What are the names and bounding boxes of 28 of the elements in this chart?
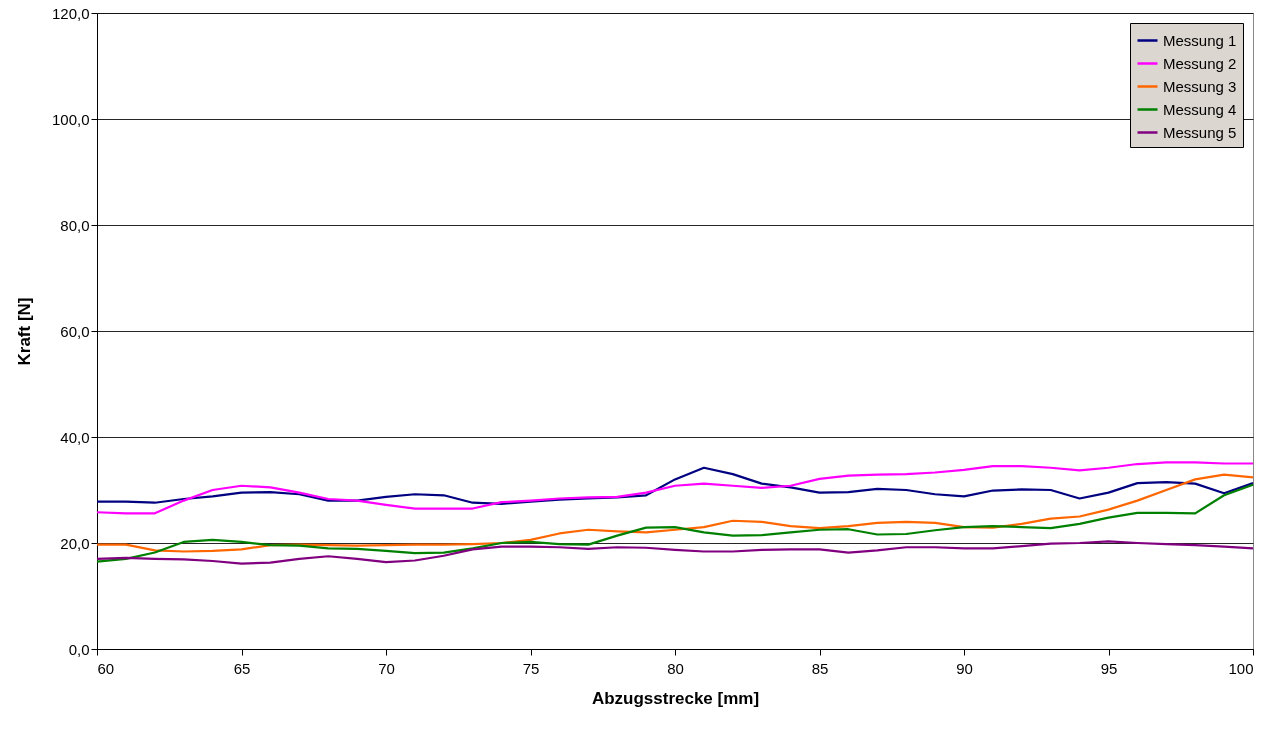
y-tick-label: 80,0 bbox=[60, 216, 90, 234]
y-tick-label: 20,0 bbox=[60, 534, 90, 552]
x-tick-label: 75 bbox=[522, 659, 540, 677]
line-series bbox=[95, 483, 1255, 563]
x-tick-label: 65 bbox=[233, 659, 251, 677]
legend-label: Messung 2 bbox=[1163, 54, 1237, 72]
y-tick-label: 60,0 bbox=[60, 322, 90, 340]
legend-label: Messung 4 bbox=[1163, 100, 1237, 118]
y-tick-label: 0,0 bbox=[68, 640, 90, 658]
line-series bbox=[95, 540, 1255, 565]
y-axis-title: Kraft [N] bbox=[14, 297, 34, 366]
x-tick-label: 60 bbox=[97, 659, 115, 677]
y-tick-label: 40,0 bbox=[60, 428, 90, 446]
x-tick-label: 90 bbox=[956, 659, 973, 677]
line-series bbox=[95, 466, 1255, 505]
x-tick-label: 70 bbox=[378, 659, 395, 677]
line-series bbox=[95, 461, 1255, 515]
x-axis-title: Abzugsstrecke [mm] bbox=[591, 688, 760, 708]
y-tick-label: 120,0 bbox=[51, 4, 90, 22]
y-tick-label: 100,0 bbox=[51, 110, 90, 128]
legend-label: Messung 1 bbox=[1163, 31, 1237, 49]
x-tick-label: 100 bbox=[1228, 659, 1254, 677]
line-series bbox=[95, 473, 1255, 553]
legend-label: Messung 5 bbox=[1163, 123, 1237, 141]
legend-label: Messung 3 bbox=[1163, 77, 1237, 95]
x-tick-label: 85 bbox=[811, 659, 829, 677]
x-tick-label: 80 bbox=[667, 659, 684, 677]
x-tick-label: 95 bbox=[1100, 659, 1118, 677]
